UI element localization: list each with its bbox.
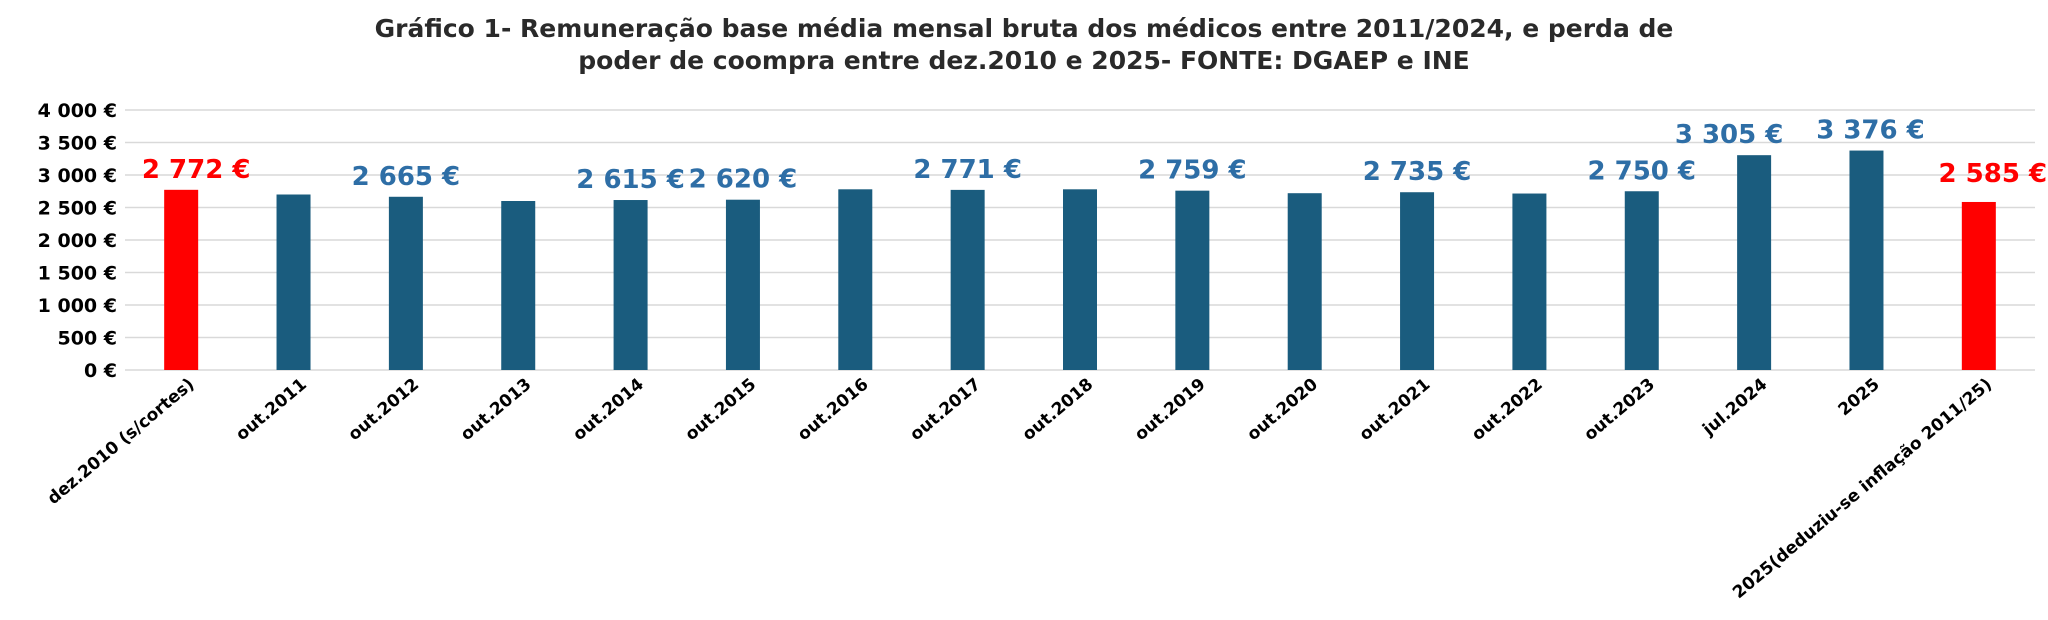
- bar: [1624, 191, 1659, 370]
- data-label: 2 665 €: [352, 162, 461, 192]
- data-label: 3 376 €: [1816, 116, 1925, 146]
- x-tick-label: out.2017: [906, 375, 984, 445]
- data-label: 2 772 €: [142, 155, 251, 185]
- x-tick-label: out.2021: [1356, 375, 1434, 445]
- x-tick-label: out.2013: [457, 375, 535, 445]
- x-tick-label: out.2020: [1243, 374, 1322, 445]
- y-tick-label: 2 000 €: [38, 230, 117, 252]
- x-tick-label: 2025(deduziu-se inflação 2011/25): [1729, 375, 1996, 603]
- bar: [950, 189, 985, 370]
- x-tick-label: dez.2010 (s/cortes): [44, 375, 199, 509]
- bar: [1400, 192, 1435, 370]
- x-tick-label: out.2011: [232, 375, 310, 445]
- data-label: 2 759 €: [1138, 156, 1247, 186]
- bar: [1175, 190, 1210, 370]
- chart-title-line-1: Gráfico 1- Remuneração base média mensal…: [374, 14, 1674, 43]
- bar: [164, 189, 199, 370]
- x-tick-label: out.2012: [345, 375, 423, 445]
- y-tick-label: 2 500 €: [38, 198, 117, 220]
- x-tick-label: out.2022: [1468, 375, 1546, 445]
- y-tick-label: 500 €: [58, 328, 118, 350]
- bar: [1512, 193, 1547, 370]
- x-tick-label: out.2014: [569, 374, 648, 445]
- y-tick-label: 3 000 €: [38, 165, 117, 187]
- x-tick-label: out.2015: [682, 375, 760, 445]
- chart-title-line-2: poder de coompra entre dez.2010 e 2025- …: [578, 46, 1470, 75]
- x-tick-label: out.2018: [1019, 375, 1097, 445]
- bar: [1961, 201, 1996, 370]
- bar: [838, 189, 873, 370]
- y-tick-label: 0 €: [84, 360, 117, 382]
- data-label: 2 620 €: [689, 165, 798, 195]
- bar: [388, 196, 423, 370]
- data-label: 2 771 €: [913, 155, 1022, 185]
- bar: [725, 199, 760, 370]
- x-tick-label: out.2016: [794, 375, 872, 445]
- bar: [1737, 155, 1772, 370]
- y-tick-label: 1 500 €: [38, 263, 117, 285]
- x-tick-label: 2025: [1835, 375, 1884, 421]
- y-tick-label: 4 000 €: [38, 100, 117, 122]
- y-tick-label: 1 000 €: [38, 295, 117, 317]
- x-tick-label: out.2019: [1131, 375, 1209, 445]
- data-label: 2 735 €: [1363, 157, 1472, 187]
- bar: [1849, 150, 1884, 370]
- bar: [1063, 189, 1097, 370]
- data-label: 2 585 €: [1939, 159, 2048, 189]
- data-label: 3 305 €: [1675, 120, 1784, 150]
- x-tick-label: jul.2024: [1698, 374, 1771, 440]
- data-label: 2 615 €: [576, 165, 685, 195]
- bar: [501, 201, 536, 370]
- bar: [1287, 193, 1322, 370]
- data-label: 2 750 €: [1587, 156, 1696, 186]
- y-tick-label: 3 500 €: [38, 133, 117, 155]
- bar: [276, 194, 311, 370]
- x-tick-label: out.2023: [1580, 375, 1658, 445]
- bar: [613, 200, 648, 370]
